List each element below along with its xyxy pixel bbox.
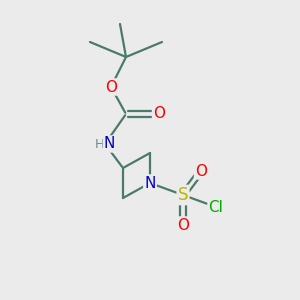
Text: O: O xyxy=(105,80,117,94)
Text: O: O xyxy=(153,106,165,122)
Text: N: N xyxy=(104,136,115,152)
Text: O: O xyxy=(195,164,207,178)
Text: S: S xyxy=(178,186,188,204)
Text: N: N xyxy=(144,176,156,190)
Text: O: O xyxy=(177,218,189,232)
Text: H: H xyxy=(95,137,104,151)
Text: Cl: Cl xyxy=(208,200,224,214)
